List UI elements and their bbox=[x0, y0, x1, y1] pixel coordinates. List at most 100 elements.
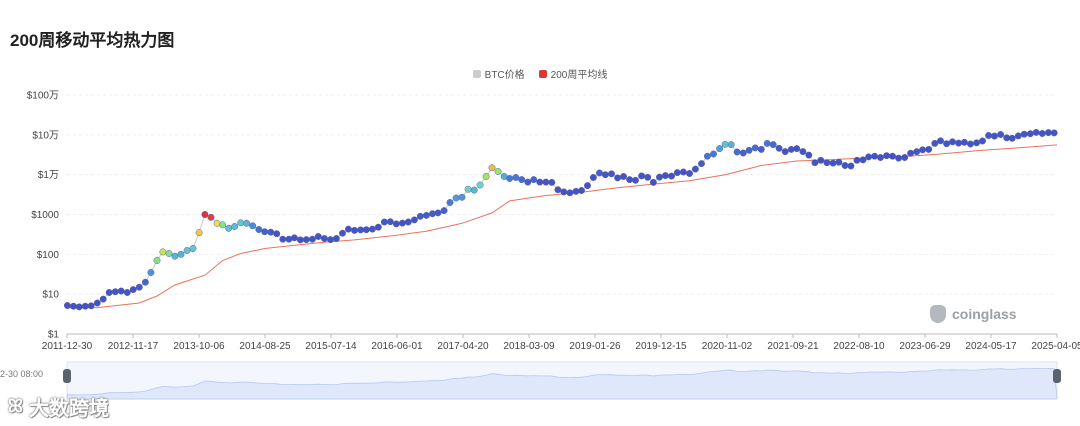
coinglass-watermark: coinglass bbox=[930, 305, 1017, 323]
btc-price-point bbox=[422, 211, 430, 219]
x-tick-label: 2013-10-06 bbox=[173, 341, 225, 352]
x-tick-label: 2019-12-15 bbox=[635, 341, 687, 352]
btc-price-point bbox=[392, 220, 400, 228]
btc-price-point bbox=[877, 154, 884, 161]
btc-price-point bbox=[506, 175, 514, 182]
y-tick-label: $1万 bbox=[38, 170, 59, 181]
x-tick-label: 2017-04-20 bbox=[437, 341, 489, 352]
btc-price-point bbox=[943, 140, 951, 148]
btc-price-point bbox=[979, 137, 986, 145]
btc-price-point bbox=[907, 149, 915, 157]
x-tick-label: 2012-11-17 bbox=[108, 341, 159, 352]
btc-price-point bbox=[243, 219, 251, 227]
btc-price-point bbox=[159, 248, 167, 256]
y-tick-label: $10 bbox=[42, 290, 59, 301]
btc-price-point bbox=[129, 286, 137, 294]
btc-price-point bbox=[656, 173, 663, 181]
btc-price-point bbox=[608, 170, 615, 178]
legend-label-200w-ma: 200周平均线 bbox=[550, 70, 608, 81]
btc-price-point bbox=[308, 235, 316, 243]
btc-price-point bbox=[165, 250, 173, 257]
btc-price-point bbox=[883, 152, 891, 160]
x-tick-label: 2015-07-14 bbox=[305, 341, 357, 352]
x-tick-label: 2014-08-25 bbox=[239, 341, 291, 352]
btc-price-point bbox=[141, 278, 149, 286]
btc-price-point bbox=[889, 152, 896, 160]
slider-handle-right[interactable] bbox=[1053, 369, 1061, 383]
btc-price-point bbox=[721, 140, 729, 148]
legend: BTC价格 200周平均线 bbox=[0, 66, 1080, 81]
btc-price-point bbox=[63, 302, 71, 309]
btc-price-point bbox=[153, 257, 161, 264]
btc-price-point bbox=[261, 228, 269, 236]
brand-text: 大数跨境 bbox=[28, 398, 109, 420]
btc-price-point bbox=[584, 182, 591, 190]
btc-price-point bbox=[416, 212, 424, 220]
btc-price-point bbox=[542, 178, 550, 186]
legend-swatch-btc-price bbox=[472, 69, 481, 78]
btc-price-point bbox=[1020, 130, 1028, 138]
btc-price-point bbox=[404, 218, 412, 226]
btc-price-point bbox=[536, 178, 544, 186]
btc-price-point bbox=[638, 172, 646, 180]
btc-price-point bbox=[147, 269, 155, 276]
btc-price-point bbox=[644, 173, 652, 181]
btc-price-point bbox=[919, 146, 927, 154]
btc-price-point bbox=[554, 186, 562, 194]
btc-price-point bbox=[249, 222, 257, 230]
btc-price-point bbox=[530, 176, 538, 184]
y-tick-label: $1000 bbox=[31, 210, 59, 221]
range-slider bbox=[63, 361, 1061, 400]
btc-price-point bbox=[925, 145, 933, 153]
btc-price-point bbox=[710, 150, 717, 158]
slider-handle-left[interactable] bbox=[63, 369, 71, 383]
btc-price-point bbox=[207, 213, 215, 221]
btc-price-point bbox=[1044, 129, 1052, 137]
btc-price-point bbox=[339, 229, 346, 237]
btc-price-point bbox=[614, 174, 622, 182]
btc-price-point bbox=[273, 230, 281, 238]
btc-price-point bbox=[494, 168, 502, 175]
btc-price-point bbox=[195, 229, 203, 237]
btc-price-point bbox=[733, 148, 741, 156]
x-tick-label: 2016-06-01 bbox=[371, 341, 423, 352]
slider-start-label: 2-30 08:00 bbox=[0, 369, 44, 379]
grid-layer bbox=[67, 94, 1057, 335]
btc-price-point bbox=[763, 139, 771, 147]
legend-item-btc-price[interactable]: BTC价格 bbox=[472, 66, 525, 81]
x-axis: 2011-12-30 2012-11-17 2013-10-06 2014-08-25… bbox=[42, 334, 1080, 352]
btc-price-point bbox=[344, 225, 352, 233]
y-tick-label: $10万 bbox=[32, 130, 59, 141]
btc-price-point bbox=[81, 302, 89, 310]
legend-item-200w-ma[interactable]: 200周平均线 bbox=[538, 66, 608, 81]
btc-price-point bbox=[626, 176, 634, 184]
btc-price-point bbox=[368, 225, 376, 233]
btc-price-point bbox=[458, 193, 466, 201]
btc-price-point bbox=[117, 287, 125, 295]
btc-price-point bbox=[679, 168, 687, 176]
y-tick-label: $100万 bbox=[27, 91, 59, 102]
btc-price-point bbox=[357, 226, 365, 234]
btc-price-point bbox=[135, 283, 143, 291]
btc-price-point bbox=[446, 199, 454, 206]
btc-price-point bbox=[93, 299, 101, 307]
btc-price-point bbox=[853, 156, 861, 164]
btc-price-point bbox=[632, 176, 639, 184]
btc-price-point bbox=[1038, 130, 1046, 137]
btc-price-point bbox=[589, 174, 597, 181]
btc-price-point bbox=[673, 169, 681, 177]
btc-price-point bbox=[219, 221, 227, 229]
btc-price-point bbox=[781, 148, 789, 156]
btc-price-point bbox=[177, 250, 185, 258]
btc-price-point bbox=[70, 302, 77, 310]
price-series-layer bbox=[63, 128, 1058, 311]
btc-price-point bbox=[757, 145, 765, 153]
btc-price-point bbox=[829, 159, 837, 167]
btc-price-point bbox=[745, 146, 753, 154]
brand-logo-icon: ꕤ bbox=[8, 396, 23, 416]
btc-price-point bbox=[949, 138, 956, 146]
btc-price-point bbox=[703, 152, 711, 160]
btc-price-point bbox=[620, 173, 627, 180]
chart-title: 200周移动平均热力图 bbox=[10, 31, 175, 50]
